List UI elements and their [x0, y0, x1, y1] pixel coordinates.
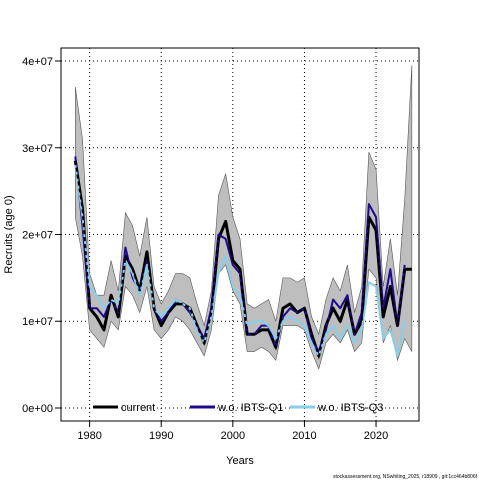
axes: 1980 1990 2000 2010 2020 0e+00 1e+07 2e+07 3e+07…: [22, 56, 388, 442]
x-tick-label-4: 2020: [364, 430, 388, 442]
legend-label-0: current: [121, 402, 155, 414]
x-tick-label-1: 1990: [149, 430, 173, 442]
series-line-2: [74, 164, 406, 357]
x-tick-label-0: 1980: [77, 430, 101, 442]
y-tick-label-1: 1e+07: [22, 316, 53, 328]
legend-label-2: w.o. IBTS-Q3: [317, 402, 383, 414]
legend: current w.o. IBTS-Q1 w.o. IBTS-Q3: [93, 402, 383, 414]
source-footnote: stockassessment.org, NSwhiting_2025, r18…: [333, 474, 478, 480]
series-layer: [73, 156, 412, 360]
x-tick-label-2: 2000: [221, 430, 245, 442]
y-tick-label-3: 3e+07: [22, 143, 53, 155]
y-axis-title: Recruits (age 0): [3, 195, 15, 273]
legend-label-1: w.o. IBTS-Q1: [217, 402, 283, 414]
x-tick-label-3: 2010: [292, 430, 316, 442]
y-tick-label-2: 2e+07: [22, 230, 53, 242]
y-tick-label-0: 0e+00: [22, 403, 53, 415]
x-axis-title: Years: [226, 455, 254, 467]
series-line-current-overlay: [74, 160, 412, 360]
y-tick-label-4: 4e+07: [22, 56, 53, 68]
